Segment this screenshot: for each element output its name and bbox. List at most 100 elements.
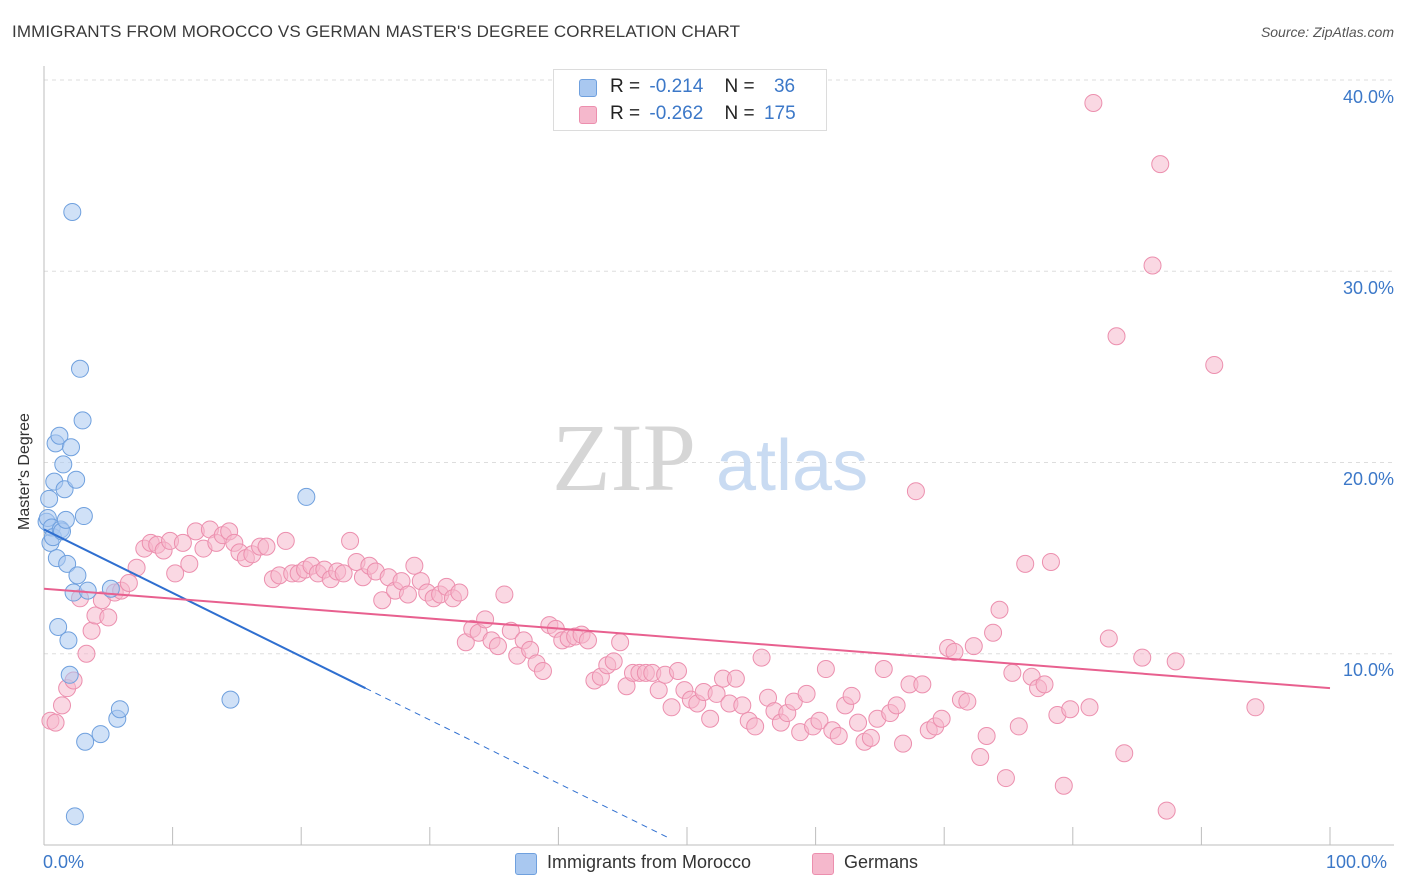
data-point: [971, 748, 990, 767]
data-point: [701, 709, 720, 728]
data-point: [63, 202, 82, 221]
data-point: [1084, 93, 1103, 112]
data-point: [77, 644, 96, 663]
data-point: [1035, 675, 1054, 694]
data-point: [74, 507, 93, 526]
data-point: [1016, 554, 1035, 573]
y-tick-label-20: 20.0%: [1342, 469, 1394, 489]
data-point: [1099, 629, 1118, 648]
watermark-zip: ZIP: [552, 404, 696, 511]
data-point: [932, 709, 951, 728]
data-point: [65, 807, 84, 826]
data-point: [54, 455, 73, 474]
data-point: [726, 669, 745, 688]
data-point: [373, 591, 392, 610]
data-point: [53, 696, 72, 715]
data-point: [50, 426, 69, 445]
x-tick-label-max: 100.0%: [1326, 852, 1388, 872]
data-point: [488, 637, 507, 656]
data-point: [964, 637, 983, 656]
data-point: [945, 642, 964, 661]
data-point: [829, 726, 848, 745]
r-value: -0.214: [649, 76, 704, 97]
bottom-legend-swatch-morocco: [515, 853, 537, 875]
data-point: [894, 734, 913, 753]
data-point: [746, 717, 765, 736]
y-tick-label-40: 40.0%: [1342, 87, 1394, 107]
data-point: [733, 696, 752, 715]
data-point: [1041, 552, 1060, 571]
data-point: [984, 623, 1003, 642]
data-point: [60, 665, 79, 684]
data-point: [1151, 155, 1170, 174]
data-point: [752, 648, 771, 667]
data-point: [127, 558, 146, 577]
y-tick-label-10: 10.0%: [1342, 660, 1394, 680]
data-point: [68, 566, 87, 585]
data-point: [46, 713, 65, 732]
chart-title: IMMIGRANTS FROM MOROCCO VS GERMAN MASTER…: [12, 22, 741, 41]
watermark-atlas: atlas: [716, 426, 868, 506]
legend-text-germans: R = -0.262 N = 175: [610, 103, 796, 125]
data-point: [1107, 327, 1126, 346]
x-tick-label-min: 0.0%: [43, 852, 85, 872]
data-point: [221, 690, 240, 709]
data-point: [1115, 744, 1134, 763]
data-point: [1003, 663, 1022, 682]
data-point: [110, 700, 129, 719]
data-point: [810, 711, 829, 730]
trend-line-morocco: [43, 528, 366, 690]
data-point: [501, 621, 520, 640]
data-point: [297, 487, 316, 506]
bottom-legend-label-morocco: Immigrants from Morocco: [547, 852, 752, 872]
trend-lines: [43, 528, 1331, 838]
data-point: [533, 661, 552, 680]
data-point: [1246, 698, 1265, 717]
data-point: [119, 573, 138, 592]
data-point: [55, 480, 74, 499]
data-point: [334, 564, 353, 583]
data-point: [71, 359, 90, 378]
data-point: [996, 769, 1015, 788]
n-label: N =: [724, 76, 755, 97]
data-point: [49, 617, 68, 636]
data-point: [405, 556, 424, 575]
data-point: [1143, 256, 1162, 275]
data-point: [861, 728, 880, 747]
data-point: [1054, 776, 1073, 795]
legend-swatch-morocco: [579, 79, 597, 97]
watermark: ZIP atlas: [552, 404, 868, 511]
germans-points: [41, 93, 1265, 820]
data-point: [849, 713, 868, 732]
r-label: R =: [610, 76, 641, 97]
data-point: [76, 732, 95, 751]
morocco-points: [37, 202, 316, 826]
data-point: [797, 684, 816, 703]
data-point: [611, 633, 630, 652]
data-point: [73, 411, 92, 430]
data-point: [977, 726, 996, 745]
data-point: [91, 725, 110, 744]
data-point: [649, 681, 668, 700]
data-point: [990, 600, 1009, 619]
legend-swatch-germans: [579, 106, 597, 124]
bottom-legend-label-germans: Germans: [844, 852, 919, 872]
data-point: [887, 696, 906, 715]
correlation-legend: R = -0.214 N = 36 R = -0.262 N = 175: [553, 69, 827, 131]
data-point: [40, 489, 59, 508]
data-point: [842, 686, 861, 705]
data-point: [62, 438, 81, 457]
data-point: [913, 675, 932, 694]
data-point: [1205, 355, 1224, 374]
data-point: [59, 631, 78, 650]
data-point: [1157, 801, 1176, 820]
data-point: [1009, 717, 1028, 736]
data-point: [56, 510, 75, 529]
data-point: [1133, 648, 1152, 667]
data-point: [82, 621, 101, 640]
data-point: [398, 585, 417, 604]
r-label: R =: [610, 103, 641, 124]
data-point: [958, 692, 977, 711]
data-point: [1061, 700, 1080, 719]
r-value: -0.262: [649, 103, 704, 124]
